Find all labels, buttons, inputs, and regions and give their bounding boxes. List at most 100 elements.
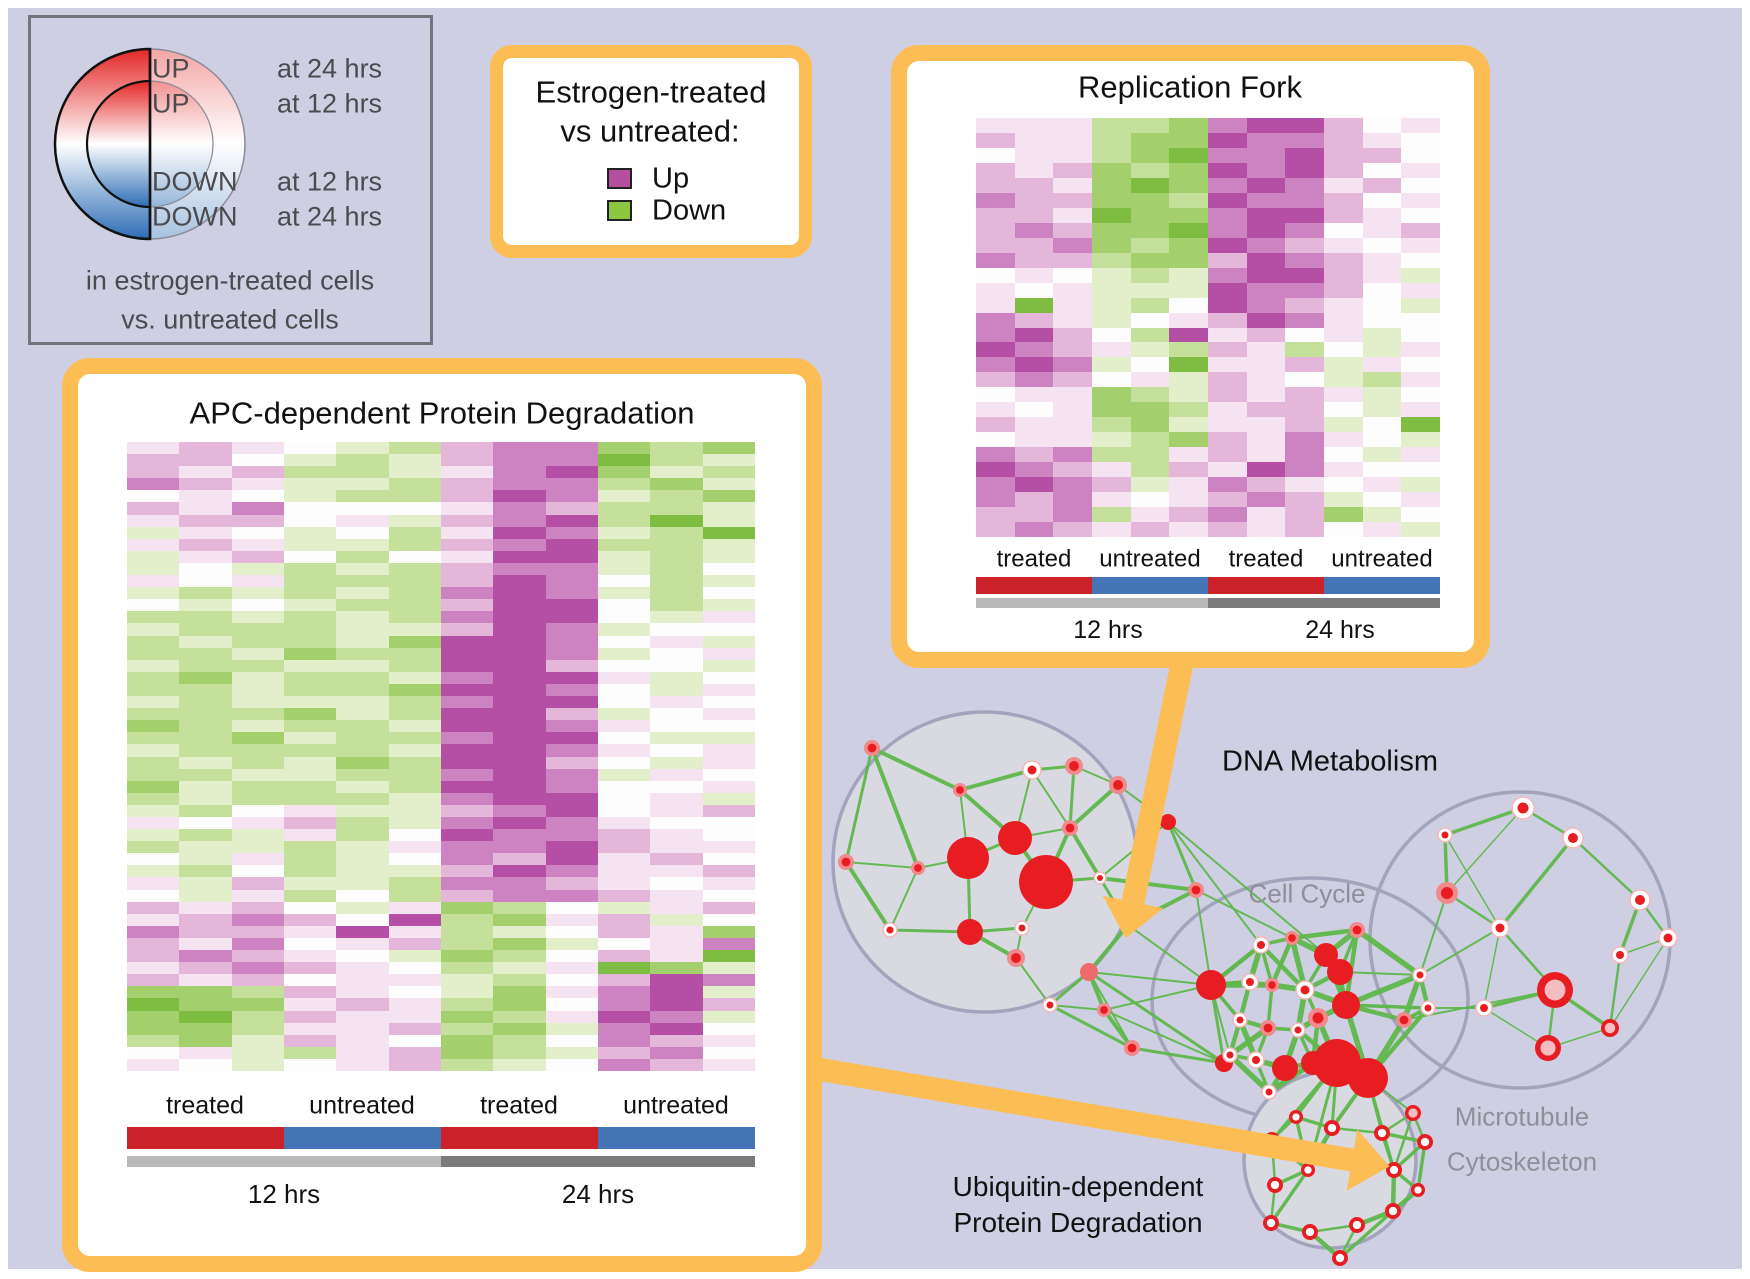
- heatmap-cell: [283, 454, 337, 467]
- heatmap-cell: [493, 950, 546, 963]
- heatmap-cell: [976, 147, 1015, 163]
- heatmap-cell: [1130, 462, 1170, 478]
- heatmap-cell: [1014, 402, 1054, 418]
- heatmap-cell: [545, 950, 598, 963]
- heatmap-cell: [545, 962, 598, 975]
- heatmap-cell: [388, 466, 441, 479]
- heatmap-cell: [336, 562, 389, 576]
- heatmap-cell: [127, 490, 180, 503]
- heatmap-cell: [1362, 522, 1402, 537]
- heatmap-cell: [702, 829, 755, 842]
- heatmap-cell: [1092, 522, 1131, 537]
- heatmap-cell: [1401, 252, 1440, 268]
- heatmap-cell: [545, 466, 598, 479]
- heatmap-cell: [1285, 297, 1324, 313]
- heatmap-cell: [1362, 132, 1402, 148]
- heatmap-cell: [1169, 492, 1208, 508]
- heatmap-cell: [702, 925, 755, 938]
- heatmap-cell: [388, 1046, 441, 1059]
- heatmap-cell: [440, 768, 494, 781]
- heatmap-cell: [1324, 327, 1363, 343]
- heatmap-cell: [179, 732, 232, 745]
- heatmap-cell: [388, 575, 441, 588]
- heatmap-cell: [127, 974, 180, 987]
- heatmap-cell: [283, 708, 337, 721]
- heatmap-cell: [702, 575, 755, 588]
- heatmap-cell: [1053, 387, 1092, 403]
- heatmap-cell: [702, 720, 755, 733]
- heatmap-cell: [440, 950, 494, 963]
- heatmap-cell: [231, 853, 284, 866]
- heatmap-cell: [702, 962, 755, 975]
- heatmap-cell: [493, 562, 546, 576]
- heatmap-cell: [1208, 477, 1247, 493]
- heatmap-cell: [388, 671, 441, 684]
- heatmap-cell: [493, 865, 546, 878]
- heatmap-cell: [1130, 252, 1170, 268]
- heatmap-cell: [1014, 447, 1054, 463]
- heatmap-cell: [388, 611, 441, 624]
- heatmap-cell: [597, 901, 651, 914]
- heatmap-cell: [597, 937, 651, 951]
- heatmap-cell: [1324, 447, 1363, 463]
- heatmap-cell: [440, 490, 494, 503]
- heatmap-cell: [179, 502, 232, 515]
- heatmap-cell: [493, 804, 546, 817]
- heatmap-cell: [336, 780, 389, 793]
- heatmap-cell: [1324, 192, 1363, 208]
- heatmap-cell: [388, 974, 441, 987]
- heatmap-cell: [545, 937, 598, 951]
- heatmap-cell: [231, 514, 284, 527]
- heatmap-cell: [231, 816, 284, 830]
- heatmap-cell: [976, 417, 1015, 433]
- heatmap-cell: [440, 841, 494, 854]
- heatmap-cell: [1285, 237, 1324, 253]
- heatmap-cell: [1130, 522, 1170, 537]
- heatmap-cell: [1053, 492, 1092, 508]
- heatmap-cell: [545, 829, 598, 842]
- heatmap-cell: [976, 357, 1015, 373]
- heatmap-cell: [702, 889, 755, 902]
- heatmap-cell: [336, 526, 389, 539]
- heatmap-cell: [336, 756, 389, 769]
- circle-legend-note-2: vs. untreated cells: [121, 304, 339, 335]
- heatmap-cell: [1285, 387, 1324, 403]
- heatmap-cell: [650, 490, 703, 503]
- heatmap-cell: [597, 502, 651, 515]
- heatmap-cell: [1285, 147, 1324, 163]
- heatmap-cell: [702, 937, 755, 951]
- heatmap-cell: [127, 841, 180, 854]
- heatmap-cell: [702, 538, 755, 551]
- heatmap-cell: [650, 816, 703, 830]
- heatmap-cell: [231, 538, 284, 551]
- heatmap-cell: [976, 282, 1015, 298]
- heatmap-cell: [702, 526, 755, 539]
- heatmap-cell: [493, 780, 546, 793]
- heatmap-cell: [650, 659, 703, 672]
- repfork-group-label-2: untreated: [1099, 545, 1201, 573]
- heatmap-cell: [179, 1010, 232, 1023]
- heatmap-cell: [179, 708, 232, 721]
- heatmap-cell: [1130, 342, 1170, 358]
- heatmap-cell: [545, 478, 598, 491]
- heatmap-cell: [1324, 252, 1363, 268]
- heatmap-cell: [1401, 267, 1440, 283]
- heatmap-cell: [1285, 507, 1324, 523]
- heatmap-cell: [231, 829, 284, 842]
- heatmap-cell: [179, 901, 232, 914]
- heatmap-cell: [650, 756, 703, 769]
- up-24-dir-label: UP: [152, 53, 190, 84]
- heatmap-cell: [283, 1046, 337, 1059]
- heatmap-cell: [440, 853, 494, 866]
- heatmap-cell: [597, 720, 651, 733]
- heatmap-cell: [336, 1034, 389, 1047]
- heatmap-cell: [493, 853, 546, 866]
- heatmap-cell: [1285, 207, 1324, 223]
- heatmap-cell: [179, 696, 232, 709]
- replication-fork-heatmap-panel: Replication Fork treated untreated treat…: [891, 45, 1490, 668]
- heatmap-cell: [1285, 312, 1324, 328]
- apc-24hrs-bar: [441, 1156, 755, 1167]
- heatmap-cell: [650, 853, 703, 866]
- heatmap-cell: [388, 1034, 441, 1047]
